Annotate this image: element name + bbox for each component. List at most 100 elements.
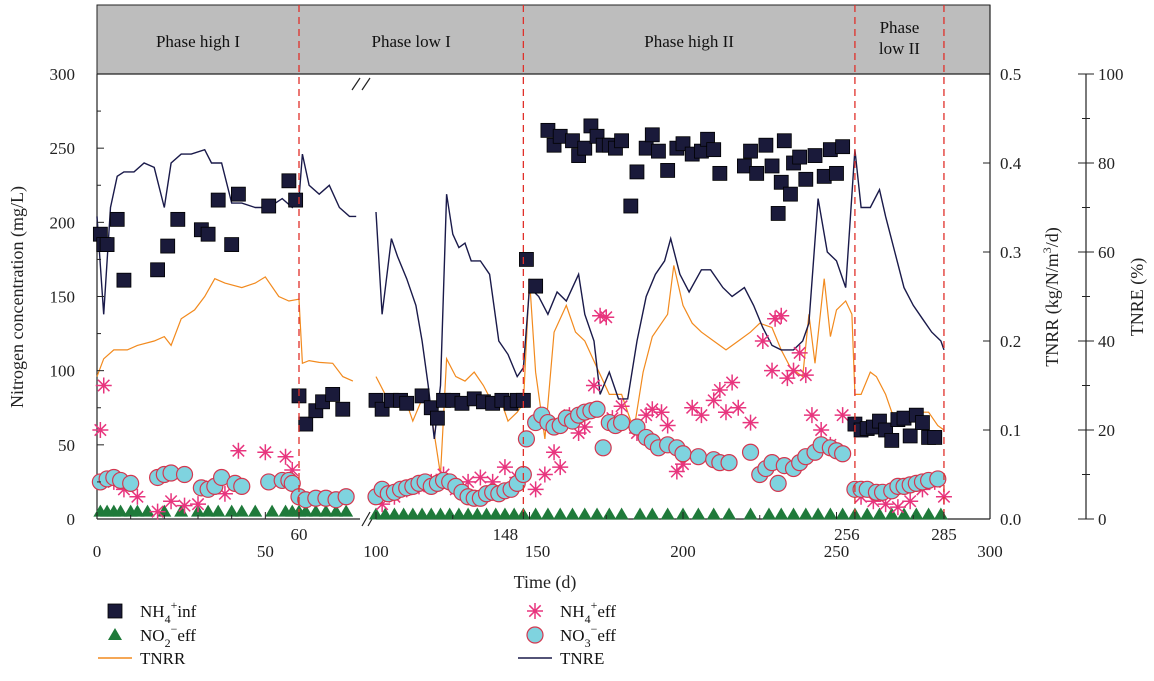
legend-label: NH4+inf [140,598,197,626]
data-point-asterisk [693,407,710,424]
data-point-triangle [405,507,420,520]
x-tick-label: 148 [493,525,519,544]
series-square-group [92,118,943,448]
legend-label-sub: 2 [165,636,171,650]
data-point-square [298,416,314,432]
x-tick-label: 60 [291,525,308,544]
legend-item: NH4+eff [527,598,616,626]
data-point-asterisk [659,417,676,434]
series-triangle-group [93,504,948,520]
series-line-tnrr-segment-1 [96,276,354,382]
data-point-asterisk [877,496,894,513]
data-point-triangle [113,504,128,517]
data-point-asterisk [613,398,630,415]
data-point-triangle [378,507,393,520]
data-point-triangle [722,507,737,520]
x-tick-label: 300 [977,542,1003,561]
data-point-square [150,262,166,278]
data-point-triangle [921,507,936,520]
series-line-tnre-segment-1 [96,148,357,315]
data-point-asterisk [767,310,784,327]
data-point-circle [588,400,606,418]
data-point-square [99,237,115,252]
data-point-asterisk [865,493,882,510]
data-point-asterisk [115,481,132,498]
y-mid-tick-label: 0.1 [1000,421,1021,440]
data-point-square [325,386,341,402]
data-point-triangle [933,507,948,520]
data-point-triangle [497,507,512,520]
legend-label: NO2−eff [140,622,196,650]
data-point-circle [337,488,355,506]
data-point-asterisk [190,496,206,513]
data-point-square [915,415,930,430]
y-left-tick-label: 50 [58,436,75,455]
series-line-tnre-segment-2 [375,149,945,439]
data-point-triangle [157,504,172,517]
data-point-asterisk [257,444,274,461]
data-point-square [230,186,246,202]
data-point-circle [720,454,738,472]
data-point-triangle [470,507,485,520]
tnrr-label-head: TNRR (kg/N/m [1042,253,1063,367]
legend-label: NO3−eff [560,622,616,650]
data-point-asterisk [644,401,661,418]
data-point-square [660,163,676,178]
data-point-asterisk [742,414,759,431]
data-point-square [281,173,297,189]
tnrr-label-tail: /d) [1042,227,1063,247]
data-point-triangle [415,507,430,520]
data-point-circle [612,413,631,432]
y-left-tick-label: 300 [50,65,76,84]
legend-label: TNRE [560,649,604,668]
legend-label: TNRR [140,649,186,668]
legend-label-sub: 4 [585,612,591,626]
data-point-asterisk [484,473,501,490]
data-point-triangle [897,507,912,520]
legend-item: NH4+inf [107,598,197,626]
y-axis-right-label: TNRE (%) [1127,258,1148,336]
legend-label-tail: eff [177,626,196,645]
data-point-triangle [507,507,522,520]
data-point-square [773,174,789,190]
data-point-triangle [811,507,826,520]
data-point-circle [674,445,692,463]
phase-boundaries [298,5,945,519]
series-line-tnrr-segment-2 [375,265,945,475]
data-point-square [429,410,445,426]
data-point-triangle [461,507,476,520]
data-point-square [335,401,351,417]
data-point-asterisk [785,362,802,379]
data-point-triangle [424,507,439,520]
data-point-triangle [234,504,249,517]
data-point-square [399,395,415,411]
data-point-asterisk [592,307,609,324]
legend-label-base: NH [140,602,165,621]
x-axis-label: Time (d) [514,572,577,593]
x-tick-label: 100 [363,542,389,561]
data-point-asterisk [284,462,301,479]
legend-label-sub: 4 [165,612,171,626]
phase-label-3: Phase high II [644,32,734,51]
x-tick-label: 50 [257,542,274,561]
data-point-square [160,238,176,254]
data-point-triangle [329,504,344,517]
legend-label-base: TNRR [140,649,186,668]
data-point-square [519,252,534,267]
y-right-tick-label: 40 [1098,332,1115,351]
legend-label: NH4+eff [560,598,616,626]
tnrr-label-sup: 3 [1040,247,1054,253]
data-point-square [414,388,430,404]
data-point-asterisk [675,456,691,473]
data-point-square [807,148,823,163]
data-point-triangle [761,507,776,520]
legend-label-tail: eff [597,626,616,645]
data-point-square [902,428,918,444]
data-point-square [706,142,722,158]
data-point-triangle [130,504,145,517]
legend-label-tail: eff [597,602,616,621]
data-point-asterisk [779,370,796,387]
legend-item: NO2−eff [108,622,196,650]
data-point-asterisk [711,381,728,398]
data-point-square [528,278,544,294]
